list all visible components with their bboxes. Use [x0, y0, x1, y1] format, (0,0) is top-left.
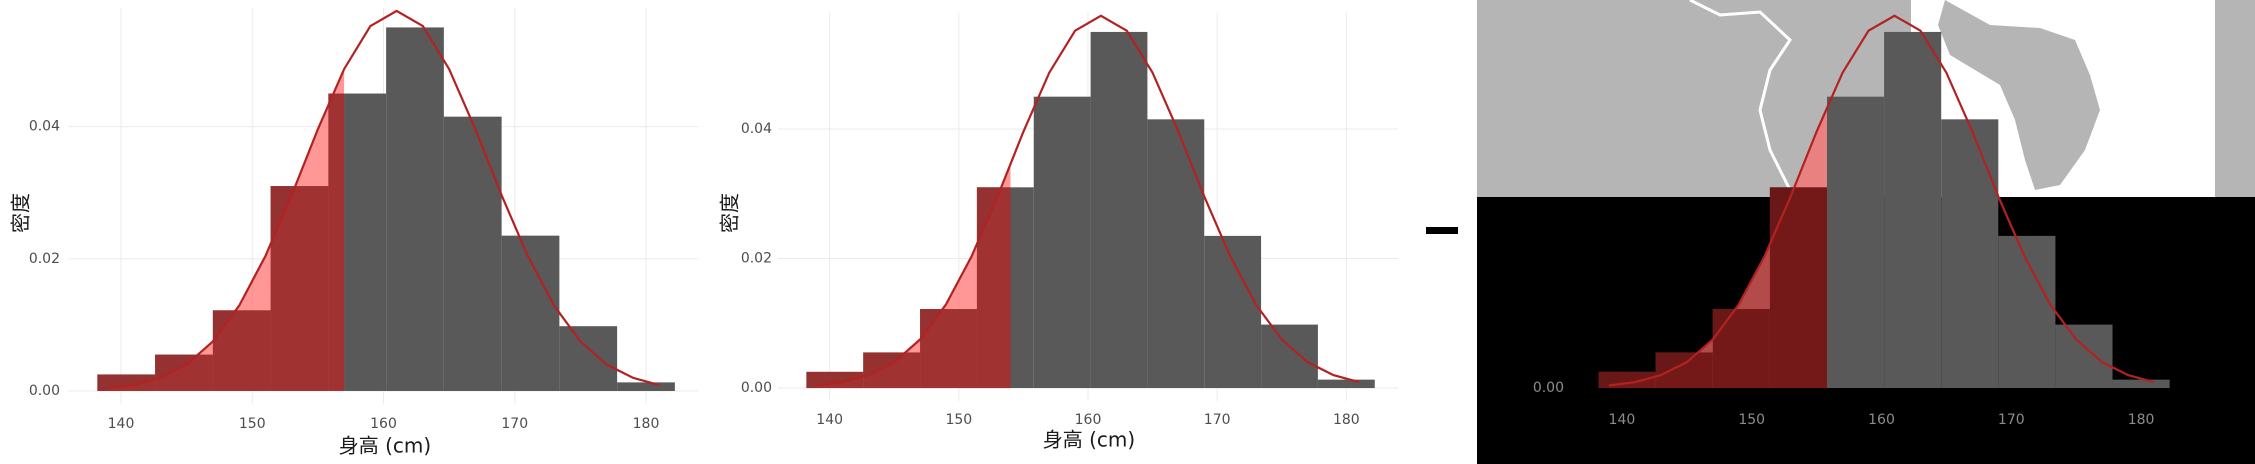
x-tick-label: 170 [1204, 412, 1231, 428]
y-axis-title: 密度 [9, 193, 33, 233]
shaded-bar [270, 186, 329, 391]
chart-panel: 140 150 160 170 180 0.00 [1533, 14, 2170, 428]
bar [1826, 96, 1885, 389]
bar [1033, 96, 1091, 389]
shaded-bar [155, 354, 213, 391]
bar [2055, 324, 2113, 389]
bar [1090, 31, 1148, 389]
bar [1317, 379, 1375, 389]
shaded-bar [863, 352, 921, 389]
x-tick-label: 150 [1738, 412, 1765, 428]
density-curve [107, 9, 660, 390]
shaded-bar [1712, 309, 1770, 389]
y-tick-label: 0.00 [1533, 380, 1564, 396]
chart-panel: 140 150 160 170 180 0.00 0.02 0.04 身高 (cm) 密度 [718, 12, 1398, 452]
y-tick-label: 0.04 [741, 121, 772, 137]
bar [386, 27, 444, 391]
y-tick-label: 0.02 [29, 251, 60, 267]
x-tick-label: 180 [633, 416, 660, 432]
x-tick-label: 180 [1333, 412, 1360, 428]
density-curve [816, 14, 1360, 387]
bar [559, 326, 618, 391]
shaded-bar [1769, 187, 1827, 389]
x-tick-label: 150 [945, 412, 972, 428]
shaded-bar [1655, 352, 1713, 389]
x-tick-label: 160 [370, 416, 397, 432]
y-tick-label: 0.00 [29, 383, 60, 399]
dash [1426, 227, 1458, 234]
y-tick-label: 0.04 [29, 119, 60, 135]
x-tick-label: 160 [1868, 412, 1895, 428]
x-tick-label: 140 [816, 412, 843, 428]
bar [1261, 324, 1318, 389]
chart-panel: 140 150 160 170 180 0.00 0.02 0.04 身高 (cm) 密度 [9, 7, 699, 458]
shaded-bar [976, 187, 1011, 389]
x-tick-label: 180 [2128, 412, 2155, 428]
map-africa [1938, 0, 2100, 190]
x-tick-label: 160 [1075, 412, 1102, 428]
y-tick-label: 0.02 [741, 251, 772, 267]
y-axis-title: 密度 [718, 193, 742, 233]
x-axis-title: 身高 (cm) [339, 434, 431, 458]
shaded-bar [328, 93, 345, 391]
density-curve [1608, 14, 2155, 387]
y-tick-label: 0.00 [741, 380, 772, 396]
bar [617, 382, 675, 391]
shaded-bar [920, 309, 977, 389]
x-tick-label: 170 [1998, 412, 2025, 428]
x-tick-label: 170 [501, 416, 528, 432]
shaded-bar [212, 310, 271, 391]
bar [1884, 31, 1942, 389]
bar [443, 116, 502, 391]
bar [1147, 119, 1205, 389]
map-coastline [1689, 0, 1792, 191]
x-tick-label: 140 [108, 416, 135, 432]
x-axis-title: 身高 (cm) [1043, 428, 1135, 452]
bar [1941, 119, 1999, 389]
bar [2112, 379, 2170, 389]
x-tick-label: 140 [1609, 412, 1636, 428]
x-tick-label: 150 [239, 416, 266, 432]
